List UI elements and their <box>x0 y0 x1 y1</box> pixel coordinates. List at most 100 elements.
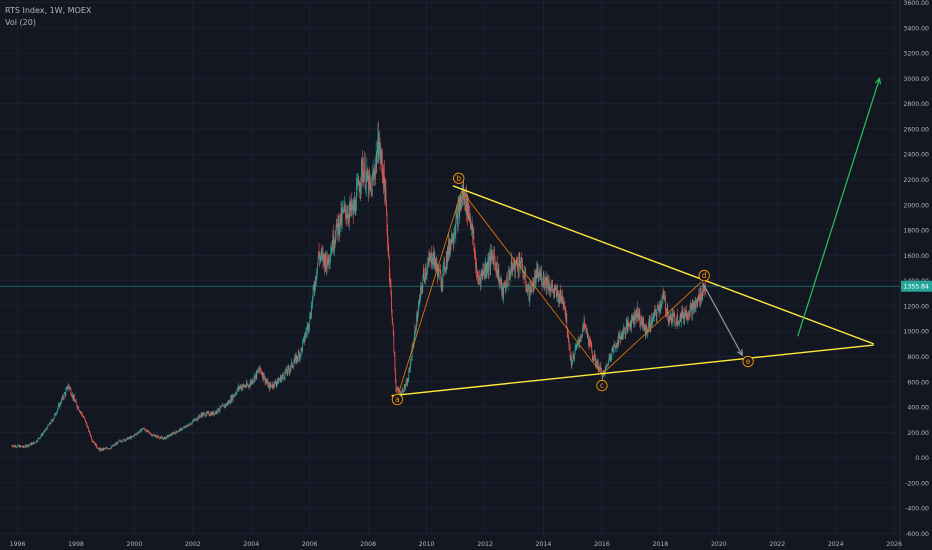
candle-body <box>333 246 335 249</box>
candle-body <box>318 251 320 256</box>
candle-body <box>423 270 424 280</box>
y-tick-label: -600.00 <box>905 531 929 538</box>
candle-body <box>356 189 357 211</box>
candle-body <box>295 355 296 357</box>
candle-body <box>95 444 97 446</box>
candle-body <box>59 402 61 408</box>
candle-body <box>75 400 77 403</box>
volume-indicator-label[interactable]: Vol (20) <box>5 18 36 27</box>
candle-body <box>228 402 229 404</box>
candle-body <box>434 251 436 262</box>
candle-body <box>620 337 621 340</box>
candle-body <box>686 316 688 318</box>
candle-body <box>136 433 137 435</box>
candle-body <box>191 423 192 425</box>
candle-body <box>466 192 467 214</box>
candle-body <box>47 425 49 426</box>
candle-body <box>387 230 388 245</box>
candle-body <box>585 324 587 332</box>
candle-body <box>690 304 692 305</box>
candle-body <box>227 402 228 405</box>
candle-body <box>607 364 609 366</box>
y-tick-label: 2800.00 <box>903 101 929 108</box>
candle-body <box>580 336 582 340</box>
candle-body <box>248 385 249 387</box>
candle-body <box>657 304 658 311</box>
symbol-title[interactable]: RTS Index, 1W, MOEX <box>5 6 92 15</box>
candle-body <box>596 364 598 367</box>
candle-body <box>12 446 14 447</box>
candle-body <box>58 404 60 406</box>
candle-body <box>104 448 105 450</box>
candle-body <box>115 443 116 446</box>
candle-body <box>56 410 58 414</box>
candle-body <box>508 270 510 272</box>
candle-body <box>297 352 299 360</box>
candle-body <box>257 370 258 372</box>
candle-body <box>691 302 693 315</box>
candle-body <box>521 257 523 261</box>
candle-body <box>126 438 127 440</box>
candle-body <box>593 354 595 361</box>
candle-body <box>679 314 681 322</box>
wave-label-text: d <box>702 271 707 280</box>
candle-body <box>642 318 643 326</box>
candle-body <box>407 379 409 383</box>
candle-body <box>286 372 288 374</box>
candle-body <box>688 312 690 315</box>
candle-body <box>456 212 458 214</box>
candle-body <box>464 190 466 207</box>
candle-body <box>167 435 168 437</box>
candle-body <box>38 438 40 439</box>
candle-body <box>20 445 22 447</box>
candle-body <box>306 332 307 333</box>
candle-body <box>249 383 251 387</box>
candle-body <box>143 428 145 430</box>
candle-body <box>376 153 378 163</box>
candle-body <box>442 268 444 284</box>
candle-body <box>46 428 47 430</box>
candle-body <box>374 173 376 176</box>
price-axis-panel[interactable] <box>900 0 932 550</box>
candle-body <box>117 441 119 443</box>
candle-body <box>552 284 553 289</box>
candle-body <box>244 385 246 387</box>
candle-body <box>274 381 275 387</box>
candle-body <box>301 347 302 349</box>
candle-body <box>30 443 32 445</box>
candle-body <box>619 334 620 336</box>
candle-body <box>576 343 578 348</box>
candle-body <box>161 436 162 438</box>
candle-body <box>446 256 448 265</box>
candle-body <box>640 316 642 324</box>
candle-body <box>449 245 451 251</box>
candle-body <box>153 434 154 436</box>
candle-body <box>278 380 280 384</box>
candle-body <box>406 380 407 383</box>
candle-body <box>267 380 268 383</box>
candle-body <box>379 141 381 159</box>
candle-body <box>302 338 304 343</box>
candle-body <box>512 265 514 267</box>
candle-body <box>569 346 570 348</box>
candle-body <box>676 321 677 325</box>
candle-body <box>234 395 236 396</box>
candle-body <box>414 327 416 329</box>
candle-body <box>51 419 53 421</box>
candle-body <box>461 196 463 204</box>
candle-body <box>469 215 471 220</box>
candle-body <box>36 441 38 442</box>
candle-body <box>577 339 579 343</box>
candle-body <box>65 389 67 395</box>
candle-body <box>645 325 647 336</box>
candle-body <box>471 225 473 227</box>
candle-body <box>315 276 316 289</box>
candle-body <box>42 433 44 435</box>
candle-body <box>693 304 695 311</box>
y-tick-label: 800.00 <box>907 354 929 361</box>
candle-body <box>637 307 638 319</box>
candle-body <box>26 446 28 447</box>
candle-body <box>253 380 254 382</box>
candle-body <box>445 267 447 270</box>
